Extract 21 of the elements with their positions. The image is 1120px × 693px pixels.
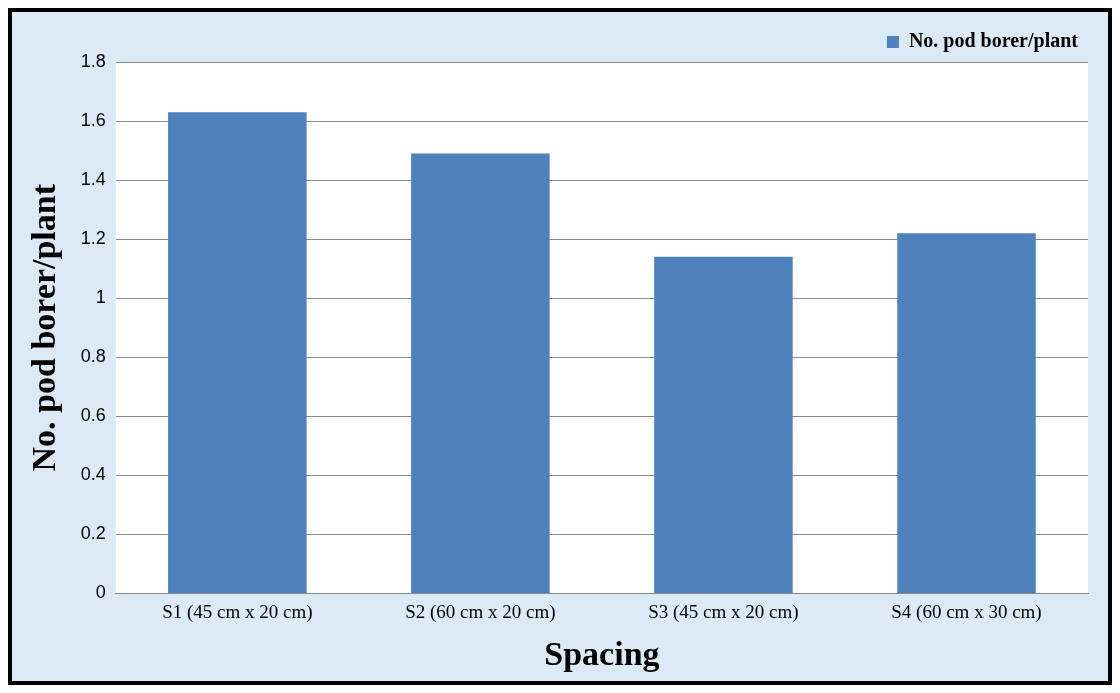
x-tick-label: S4 (60 cm x 30 cm) [891, 600, 1042, 623]
y-tick-label: 1 [95, 287, 106, 308]
y-tick-label: 1.4 [80, 169, 106, 190]
y-tick-label: 0 [95, 582, 106, 603]
y-tick-label: 1.2 [80, 228, 106, 249]
bar [654, 256, 793, 593]
bar [168, 112, 307, 593]
x-tick-label: S2 (60 cm x 20 cm) [405, 600, 556, 623]
legend-label: No. pod borer/plant [908, 29, 1079, 53]
x-axis-title: Spacing [544, 635, 660, 673]
y-tick-label: 1.8 [80, 50, 106, 71]
y-axis-title: No. pod borer/plant [25, 183, 63, 472]
y-tick-label: 0.4 [80, 464, 106, 485]
y-tick-label: 1.6 [80, 110, 106, 131]
y-tick-label: 0.2 [80, 523, 106, 544]
y-tick-label: 0.8 [80, 346, 106, 367]
y-tick-label: 0.6 [80, 405, 106, 426]
x-tick-label: S1 (45 cm x 20 cm) [162, 600, 313, 623]
x-tick-label: S3 (45 cm x 20 cm) [648, 600, 799, 623]
bar [411, 153, 550, 593]
bar [897, 233, 1036, 593]
